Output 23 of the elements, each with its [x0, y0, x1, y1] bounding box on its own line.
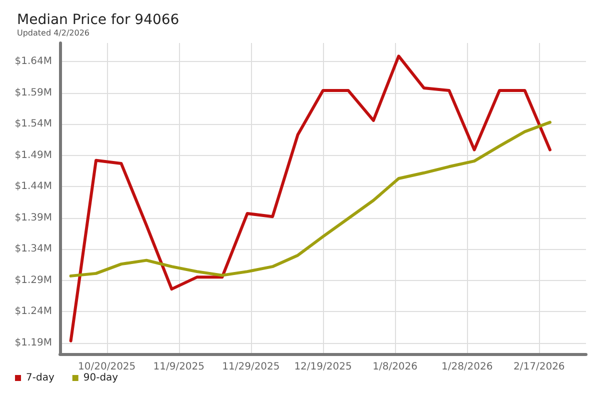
y-tick-label: $1.49M	[14, 150, 52, 161]
y-tick-label: $1.59M	[14, 87, 52, 98]
x-tick-label: 11/29/2025	[222, 362, 280, 372]
line-series	[69, 54, 552, 342]
y-tick-label: $1.29M	[14, 274, 52, 286]
line-series	[69, 120, 552, 278]
x-tick-label: 1/8/2026	[372, 362, 418, 372]
x-tick-label: 1/28/2026	[441, 362, 493, 372]
y-tick-label: $1.19M	[14, 337, 52, 348]
x-tick-label: 2/17/2026	[514, 362, 565, 372]
y-tick-label: $1.34M	[14, 244, 52, 255]
y-tick-label: $1.54M	[14, 118, 52, 130]
chart-subtitle: Updated 4/2/2026	[17, 28, 90, 38]
chart-title: Median Price for 94066	[17, 12, 180, 28]
x-tick-label: 12/19/2025	[294, 362, 352, 372]
x-tick-label: 10/20/2025	[78, 362, 136, 372]
y-tick-label: $1.44M	[14, 181, 52, 192]
y-tick-label: $1.64M	[14, 56, 52, 68]
x-tick-label: 11/9/2025	[153, 362, 205, 372]
y-tick-label: $1.39M	[14, 212, 52, 224]
legend-label: 7-day	[26, 372, 54, 384]
legend-label: 90-day	[83, 372, 118, 384]
y-tick-label: $1.24M	[14, 306, 52, 318]
